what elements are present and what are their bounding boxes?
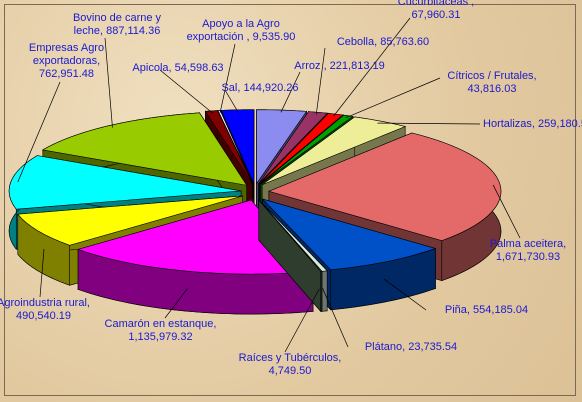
data-label: Apicola, 54,598.63 [132,62,224,74]
data-label: Piña, 554,185.04 [444,304,529,316]
leader-line [39,249,45,298]
data-label: Plátano, 23,735.54 [364,341,458,353]
slice [261,198,437,271]
slice [260,114,354,185]
slice [258,199,323,272]
slice-side [321,270,328,312]
slice [258,111,329,185]
slice [217,110,254,184]
slice [204,110,253,184]
leader-line [383,278,427,311]
frame [4,4,576,396]
slice [8,155,242,210]
data-label: Cítricos / Frutales, 43,816.03 [447,70,537,95]
data-label: Camarón en estanque, 1,135,979.32 [104,318,217,343]
data-label: Cebolla, 85,763.60 [336,36,430,48]
leader-line [322,288,349,348]
leader-line [315,47,326,115]
data-label: Apoyo a la Agro exportación , 9,535.90 [186,18,296,43]
leader-line [333,17,411,117]
data-label: Arroz , 221,813.19 [294,60,385,72]
data-label: Empresas Agro exportadoras, 762,951.48 [28,42,105,80]
data-label: Agroindustria rural, 490,540.19 [0,297,90,322]
slice [261,116,407,186]
slice [259,113,344,185]
slice [220,109,255,184]
leader-line [164,288,188,319]
leader-line [284,288,320,353]
data-label: Cucurbitáceas , 67,960.31 [397,0,475,21]
leader-line [219,43,236,113]
slice-side [320,270,323,312]
leader-line [104,37,113,128]
leader-line [377,122,481,125]
data-label: Palma aceitera, 1,671,730.93 [489,238,567,263]
slice [268,132,502,241]
leader-line [345,77,441,119]
leader-line [280,71,301,113]
leader-line [159,69,213,114]
slice [77,199,314,275]
slice [17,195,243,246]
data-label: Raíces y Tubérculos, 4,749.50 [238,352,342,377]
data-label: Bovino de carne y leche, 887,114.36 [72,12,162,37]
leader-line [17,81,61,183]
data-label: Hortalizas, 259,180.5 [483,118,582,130]
slice [41,112,248,186]
leader-line [492,184,521,239]
leader-line [224,89,239,113]
data-label: Sal, 144,920.26 [221,82,299,94]
